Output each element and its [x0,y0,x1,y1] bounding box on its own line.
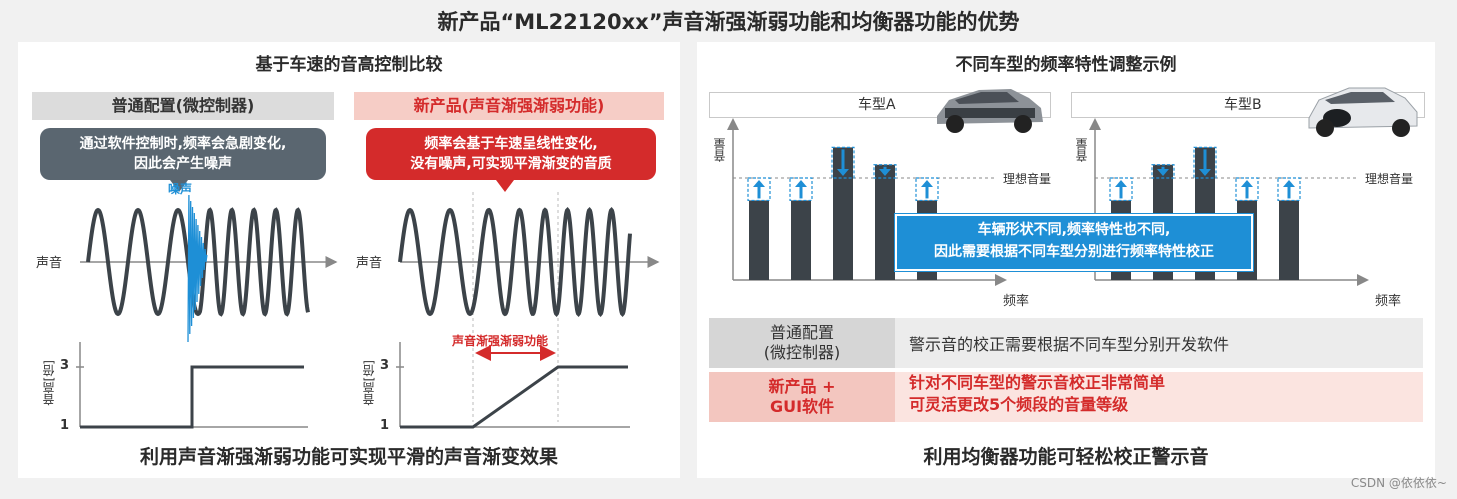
fade-function-label: 声音渐强渐弱功能 [452,334,549,348]
car-a-volume-label: 音量 [713,138,727,162]
left-panel: 基于车速的音高控制比较 普通配置(微控制器) 新产品(声音渐强渐弱功能) 通过软… [18,42,680,478]
new-product-row-text-line1: 针对不同车型的警示音校正非常简单 [909,373,1166,392]
new-product-row-text: 针对不同车型的警示音校正非常简单 可灵活更改5个频段的音量等级 [895,372,1423,422]
new-product-row-label-line1: 新产品 + [768,377,836,396]
new-product-row: 新产品 + GUI软件 针对不同车型的警示音校正非常简单 可灵活更改5个频段的音… [709,372,1423,422]
conventional-header: 普通配置(微控制器) [32,92,334,120]
car-b-adjust-box-2 [1151,164,1175,179]
car-a-adjust-box-1 [747,177,771,202]
car-b-label: 车型B [1224,97,1262,113]
car-a-adjust-box-5 [915,177,939,202]
car-a-adjust-arrowhead-1 [753,180,765,187]
conventional-row-label: 普通配置 (微控制器) [709,318,895,368]
car-a-adjust-box-4 [873,164,897,179]
noise-spike [187,194,208,343]
new-product-row-label: 新产品 + GUI软件 [709,372,895,422]
conventional-row: 普通配置 (微控制器) 警示音的校正需要根据不同车型分别开发软件 [709,318,1423,368]
conventional-row-text-value: 警示音的校正需要根据不同车型分别开发软件 [909,335,1230,354]
car-b-adjust-arrowhead-2 [1157,169,1169,176]
car-a-label: 车型A [858,97,896,113]
new-product-row-label-line2: GUI软件 [769,397,835,416]
new-product-row-text-line2: 可灵活更改5个频段的音量等级 [909,395,1129,414]
car-a-frequency-label: 频率 [1003,294,1030,309]
right-tick-3: 3 [380,358,390,373]
car-a-adjust-arrowhead-4 [879,169,891,176]
left-tick-1: 1 [60,418,70,433]
car-b-frequency-label: 频率 [1375,294,1402,309]
car-b-volume-label: 音量 [1075,138,1089,162]
car-b-adjust-arrowhead-1 [1115,180,1127,187]
right-bottom-text: 利用均衡器功能可轻松校正警示音 [923,446,1209,468]
new-product-bubble-line1: 频率会基于车速呈线性变化, [424,136,598,152]
car-a-chart [727,118,1007,286]
car-a-adjust-arrowhead-3 [837,169,849,176]
right-pitch-label: 音高[倍] [362,360,376,406]
right-tick-1: 1 [380,418,390,433]
callout-line1: 车辆形状不同,频率特性也不同, [977,222,1171,238]
car-a-adjust-arrowhead-2 [795,180,807,187]
abrupt-sound-wave [86,207,310,317]
watermark: CSDN @依依依~ [1350,476,1447,490]
right-panel-title: 不同车型的频率特性调整示例 [955,55,1177,75]
car-b-adjust-box-3 [1193,146,1217,179]
car-b-adjust-box-5 [1277,177,1301,202]
conventional-bubble-line2: 因此会产生噪声 [134,156,232,172]
car-a-bar-1 [749,200,769,280]
car-a-adjust-box-2 [789,177,813,202]
main-title: 新产品“ML22120xx”声音渐强渐弱功能和均衡器功能的优势 [437,10,1020,34]
new-product-bubble: 频率会基于车速呈线性变化, 没有噪声,可实现平滑渐变的音质 [366,128,656,192]
right-panel: 不同车型的频率特性调整示例 车型A 车型B 音量 音量 理想音量 理想音量 频率… [697,42,1435,478]
car-b-adjust-box-4 [1235,177,1259,202]
left-sound-label: 声音 [36,256,63,271]
car-a-bar-4 [875,164,895,280]
car-a-bar-3 [833,147,853,280]
right-pitch-ramp-line [400,365,628,429]
conventional-row-label-line1: 普通配置 [769,323,834,342]
conventional-bubble: 通过软件控制时,频率会急剧变化, 因此会产生噪声 [40,128,326,192]
car-a-adjust-arrowhead-5 [921,180,933,187]
callout-line2: 因此需要根据不同车型分别进行频率特性校正 [934,244,1214,260]
car-b-image [1308,87,1418,137]
car-a-adjust-box-3 [831,146,855,179]
car-b-adjust-arrowhead-4 [1241,180,1253,187]
conventional-row-text: 警示音的校正需要根据不同车型分别开发软件 [895,318,1423,368]
new-product-bubble-line2: 没有噪声,可实现平滑渐变的音质 [410,156,612,172]
conventional-row-label-line2: (微控制器) [763,343,841,362]
left-pitch-label: 音高[倍] [42,360,56,406]
left-bottom-text: 利用声音渐强渐弱功能可实现平滑的声音渐变效果 [139,446,558,468]
left-tick-3: 3 [60,358,70,373]
frequency-callout: 车辆形状不同,频率特性也不同, 因此需要根据不同车型分别进行频率特性校正 [894,213,1254,272]
left-pitch-step-line [80,365,304,429]
car-a-image [937,89,1043,133]
car-a-ideal-label: 理想音量 [1003,172,1052,186]
right-sound-label: 声音 [356,256,383,271]
car-a-bar-2 [791,200,811,280]
noise-label: 噪声 [168,182,193,196]
new-product-header: 新产品(声音渐强渐弱功能) [354,92,664,120]
car-b-adjust-arrowhead-5 [1283,180,1295,187]
smooth-sound-wave [398,207,632,317]
car-b-ideal-label: 理想音量 [1365,172,1414,186]
car-b-adjust-arrowhead-3 [1199,169,1211,176]
car-b-bar-5 [1279,200,1299,280]
conventional-bubble-line1: 通过软件控制时,频率会急剧变化, [79,136,287,152]
pitch-comparison-diagram [76,192,660,429]
car-b-adjust-box-1 [1109,177,1133,202]
left-panel-title: 基于车速的音高控制比较 [255,55,443,75]
